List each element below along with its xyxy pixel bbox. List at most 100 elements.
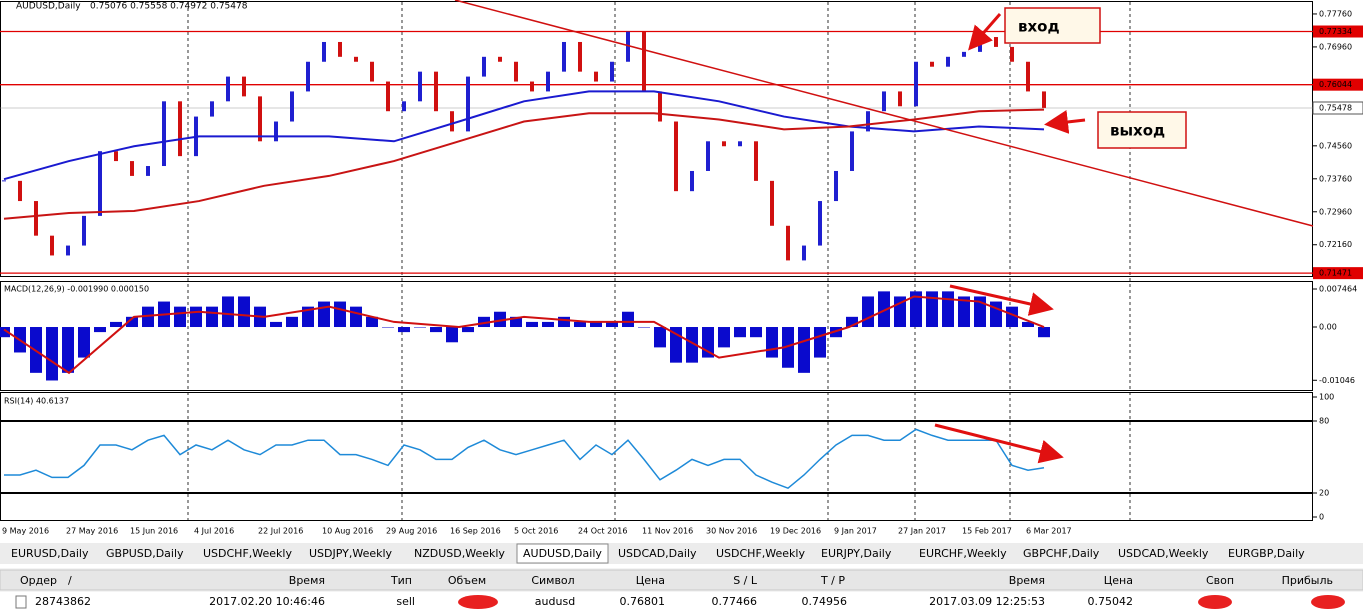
tab-label[interactable]: EURUSD,Daily bbox=[11, 547, 89, 560]
candle bbox=[898, 91, 902, 107]
candle bbox=[258, 96, 262, 142]
column-header[interactable]: Ордер bbox=[20, 574, 57, 587]
column-header[interactable]: Время bbox=[1009, 574, 1045, 587]
candle bbox=[386, 81, 390, 112]
tab-label[interactable]: AUDUSD,Daily bbox=[523, 547, 602, 560]
candle bbox=[114, 151, 118, 162]
y-tick-label: 0 bbox=[1319, 513, 1324, 522]
x-tick-label: 22 Jul 2016 bbox=[258, 527, 303, 536]
candle bbox=[834, 170, 838, 202]
tab[interactable] bbox=[710, 544, 811, 563]
candle bbox=[754, 141, 758, 181]
candle bbox=[210, 101, 214, 117]
tab-label[interactable]: EURCHF,Weekly bbox=[919, 547, 1007, 560]
candle bbox=[658, 91, 662, 122]
histogram-bar bbox=[206, 306, 218, 328]
tab-label[interactable]: USDCAD,Weekly bbox=[1118, 547, 1209, 560]
candle bbox=[290, 91, 294, 122]
candle bbox=[1026, 61, 1030, 92]
tab-label[interactable]: USDCHF,Weekly bbox=[716, 547, 805, 560]
column-header[interactable]: Цена bbox=[636, 574, 665, 587]
candle bbox=[130, 161, 134, 176]
candle bbox=[738, 141, 742, 147]
tab-label[interactable]: EURJPY,Daily bbox=[821, 547, 892, 560]
candle bbox=[786, 225, 790, 261]
indicator-title: RSI(14) 40.6137 bbox=[4, 397, 69, 406]
column-header[interactable]: S / L bbox=[733, 574, 758, 587]
tab[interactable] bbox=[100, 544, 193, 563]
tab-label[interactable]: USDCAD,Daily bbox=[618, 547, 697, 560]
candle bbox=[706, 141, 710, 171]
candle bbox=[626, 31, 630, 62]
cell: 0.77466 bbox=[712, 595, 758, 608]
tab[interactable] bbox=[612, 544, 706, 563]
histogram-bar bbox=[718, 327, 730, 348]
histogram-bar bbox=[0, 327, 10, 338]
orders-header bbox=[0, 569, 1363, 591]
column-header[interactable]: Прибыль bbox=[1282, 574, 1333, 587]
tab[interactable] bbox=[303, 544, 404, 563]
tab[interactable] bbox=[815, 544, 909, 563]
level-label-box bbox=[1313, 25, 1363, 38]
x-tick-label: 9 Jan 2017 bbox=[834, 527, 877, 536]
indicator-title: MACD(12,26,9) -0.001990 0.000150 bbox=[4, 285, 149, 294]
candle bbox=[530, 81, 534, 92]
tab-label[interactable]: GBPUSD,Daily bbox=[106, 547, 184, 560]
tab[interactable] bbox=[197, 544, 299, 563]
tab-label[interactable]: NZDUSD,Weekly bbox=[414, 547, 505, 560]
column-header[interactable]: T / P bbox=[820, 574, 845, 587]
tab-label[interactable]: EURGBP,Daily bbox=[1228, 547, 1305, 560]
y-tick-label: 100 bbox=[1319, 393, 1334, 402]
histogram-bar bbox=[334, 301, 346, 328]
tab[interactable] bbox=[1222, 544, 1314, 563]
column-header[interactable]: Объем bbox=[448, 574, 486, 587]
tab-label[interactable]: GBPCHF,Daily bbox=[1023, 547, 1100, 560]
candle bbox=[450, 111, 454, 132]
histogram-bar bbox=[750, 327, 762, 338]
candle bbox=[1042, 91, 1046, 108]
signal-line bbox=[3, 295, 1045, 375]
tab[interactable] bbox=[5, 544, 96, 563]
histogram-bar bbox=[958, 296, 970, 328]
annotation: выход bbox=[1110, 122, 1165, 140]
candle bbox=[818, 201, 822, 246]
candle bbox=[594, 71, 598, 82]
candle bbox=[722, 141, 726, 147]
histogram-bar bbox=[494, 311, 506, 328]
candle bbox=[402, 101, 406, 112]
tab[interactable] bbox=[516, 543, 609, 564]
candle bbox=[354, 56, 358, 62]
tab-label[interactable]: USDJPY,Weekly bbox=[309, 547, 393, 560]
redaction bbox=[1198, 595, 1232, 609]
column-header[interactable]: Своп bbox=[1206, 574, 1234, 587]
histogram-bar bbox=[350, 306, 362, 328]
x-tick-label: 6 Mar 2017 bbox=[1026, 527, 1072, 536]
column-header[interactable]: Символ bbox=[531, 574, 574, 587]
candle bbox=[802, 245, 806, 261]
column-header[interactable]: Цена bbox=[1104, 574, 1133, 587]
candle bbox=[322, 41, 326, 62]
x-tick-label: 15 Feb 2017 bbox=[962, 527, 1012, 536]
tab[interactable] bbox=[913, 544, 1013, 563]
tab[interactable] bbox=[408, 544, 513, 563]
cell: 0.76801 bbox=[620, 595, 666, 608]
candle bbox=[178, 101, 182, 157]
histogram-bar bbox=[990, 301, 1002, 328]
column-header[interactable]: Тип bbox=[390, 574, 412, 587]
cell: 0.75042 bbox=[1088, 595, 1134, 608]
candle bbox=[66, 245, 70, 256]
level-label: 0.71471 bbox=[1319, 269, 1352, 278]
tab[interactable] bbox=[1017, 544, 1108, 563]
arrow bbox=[949, 284, 1054, 316]
tab-label[interactable]: USDCHF,Weekly bbox=[203, 547, 292, 560]
x-tick-label: 24 Oct 2016 bbox=[578, 527, 627, 536]
histogram-bar bbox=[302, 306, 314, 328]
tab[interactable] bbox=[1112, 544, 1218, 563]
y-tick-label: 20 bbox=[1319, 489, 1329, 498]
y-tick-label: -0.01046 bbox=[1319, 376, 1355, 385]
moving-average bbox=[3, 108, 1045, 220]
histogram-bar bbox=[286, 316, 298, 328]
cell: 28743862 bbox=[35, 595, 91, 608]
column-header[interactable]: Время bbox=[289, 574, 325, 587]
